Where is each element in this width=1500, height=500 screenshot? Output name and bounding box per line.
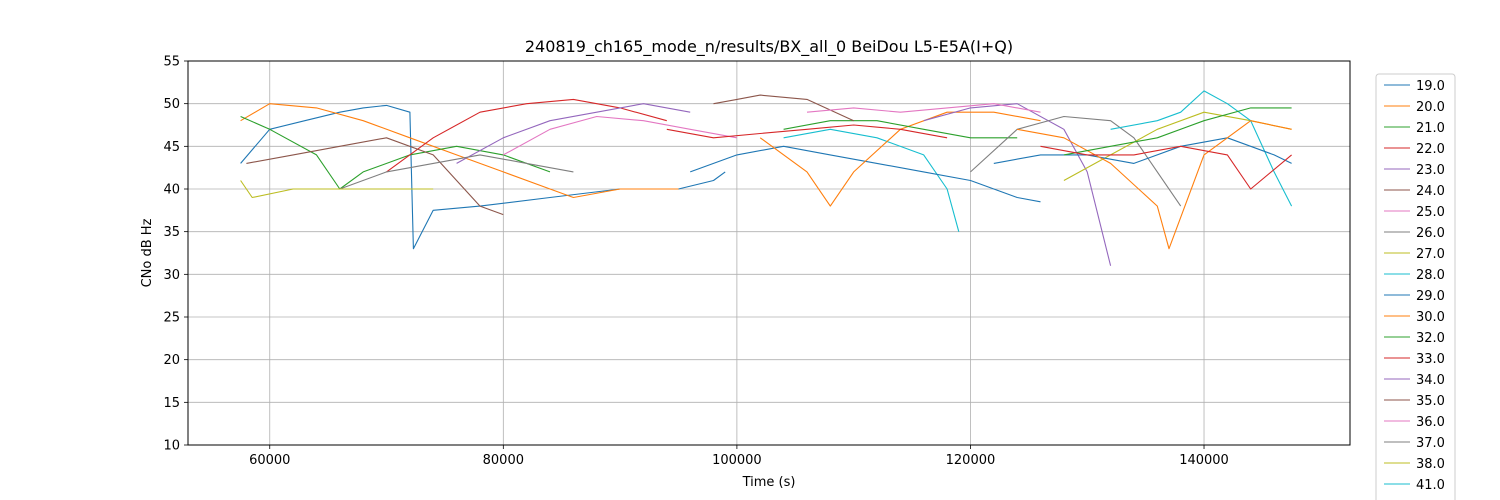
- legend-entry: 30.0: [1416, 310, 1445, 325]
- legend-entry: 29.0: [1416, 289, 1445, 304]
- chart-title: 240819_ch165_mode_n/results/BX_all_0 Bei…: [525, 37, 1013, 57]
- legend-entry: 36.0: [1416, 415, 1445, 430]
- x-tick-label: 80000: [483, 453, 524, 468]
- y-tick-label: 35: [163, 225, 180, 240]
- legend-entry: 41.0: [1416, 478, 1445, 493]
- y-tick-label: 45: [163, 140, 180, 155]
- series-line-25.0: [503, 115, 737, 156]
- legend-entry: 27.0: [1416, 247, 1445, 262]
- series-line-45.0: [1040, 145, 1292, 190]
- series-line-36.0: [806, 103, 1041, 113]
- legend-entry: 23.0: [1416, 163, 1445, 178]
- y-tick-label: 25: [163, 311, 180, 326]
- x-axis-ticks: 60000 80000 100000 120000 140000: [249, 445, 1229, 468]
- y-tick-label: 30: [163, 268, 180, 283]
- y-tick-label: 20: [163, 353, 180, 368]
- series-line-26.0: [339, 154, 574, 190]
- legend-entry: 37.0: [1416, 436, 1445, 451]
- series-layer: [240, 90, 1293, 266]
- series-line-29.0: [690, 145, 1041, 203]
- series-line-30.0: [759, 111, 1041, 207]
- series-line-19.0: [240, 104, 726, 250]
- series-line-41.0: [1110, 90, 1293, 207]
- y-tick-label: 40: [163, 183, 180, 198]
- legend-entry: 26.0: [1416, 226, 1445, 241]
- legend-entry: 35.0: [1416, 394, 1445, 409]
- legend-entry: 38.0: [1416, 457, 1445, 472]
- y-axis-label: CNo dB Hz: [140, 218, 155, 287]
- x-tick-label: 100000: [712, 453, 762, 468]
- series-line-22.0: [386, 98, 667, 173]
- legend-entry: 22.0: [1416, 142, 1445, 157]
- legend-entry: 21.0: [1416, 121, 1445, 136]
- legend-entry: 33.0: [1416, 352, 1445, 367]
- legend-entry: 19.0: [1416, 79, 1445, 94]
- y-tick-label: 50: [163, 97, 180, 112]
- y-tick-label: 55: [163, 55, 180, 70]
- y-tick-label: 15: [163, 396, 180, 411]
- x-tick-label: 60000: [249, 453, 290, 468]
- legend-box: [1375, 73, 1456, 500]
- series-line-27.0: [240, 180, 434, 199]
- x-tick-label: 140000: [1179, 453, 1229, 468]
- series-line-20.0: [240, 103, 679, 199]
- legend: 19.0 20.0 21.0 22.0 23.0 24.0 25.0 26.0 27.0 28.0…: [1375, 73, 1456, 500]
- grid: [188, 60, 1350, 446]
- x-tick-label: 120000: [946, 453, 996, 468]
- plot-frame: [187, 60, 1351, 446]
- series-line-44.0: [1063, 107, 1292, 156]
- series-line-34.0: [923, 103, 1112, 266]
- y-axis-ticks: 10 15 20 25 30 35 40 45 50 55: [163, 55, 188, 454]
- series-line-21.0: [240, 115, 551, 190]
- x-axis-label: Time (s): [742, 475, 796, 490]
- legend-entry: 20.0: [1416, 100, 1445, 115]
- legend-entry: 24.0: [1416, 184, 1445, 199]
- series-line-23.0: [456, 103, 691, 164]
- series-line-32.0: [783, 120, 1018, 139]
- series-line-37.0: [970, 115, 1182, 207]
- series-line-24.0: [246, 137, 504, 216]
- legend-entry: 25.0: [1416, 205, 1445, 220]
- series-line-33.0: [666, 124, 948, 139]
- y-tick-label: 10: [163, 439, 180, 454]
- series-line-42.0: [993, 137, 1292, 164]
- legend-entry: 34.0: [1416, 373, 1445, 388]
- series-line-28.0: [783, 128, 960, 232]
- series-line-43.0: [1017, 120, 1292, 250]
- legend-entry: 28.0: [1416, 268, 1445, 283]
- legend-entry: 32.0: [1416, 331, 1445, 346]
- series-line-35.0: [713, 94, 854, 122]
